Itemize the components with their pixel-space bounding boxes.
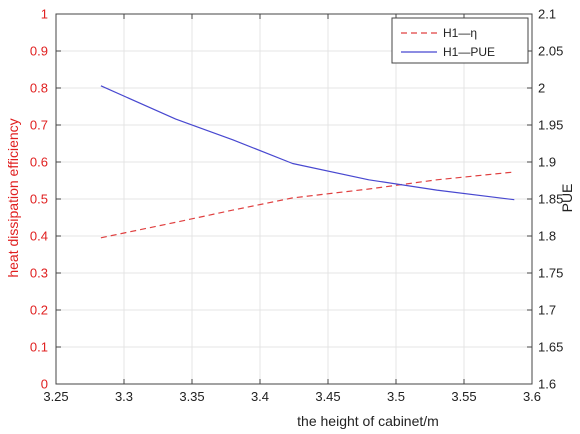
y-left-tick-label: 0.9	[30, 44, 48, 59]
y-right-tick-label: 1.75	[538, 266, 563, 281]
y-right-tick-label: 1.65	[538, 340, 563, 355]
x-tick-label: 3.25	[43, 389, 68, 404]
series-line-pue	[100, 85, 515, 201]
legend: H1—η H1—PUE	[391, 17, 529, 64]
y-right-axis-ticks: 1.6 1.65 1.7 1.75 1.8 1.85 1.9 1.95 2 2.05 2.1	[527, 7, 563, 392]
y-left-tick-label: 0.7	[30, 118, 48, 133]
legend-label-eta: H1—η	[443, 26, 477, 40]
x-tick-label: 3.45	[315, 389, 340, 404]
y-left-tick-label: 0.1	[30, 340, 48, 355]
x-tick-label: 3.4	[251, 389, 269, 404]
series-line-eta	[100, 171, 515, 239]
y-right-tick-label: 1.7	[538, 303, 556, 318]
y-left-tick-label: 0.8	[30, 81, 48, 96]
y-right-tick-label: 2.05	[538, 44, 563, 59]
x-tick-label: 3.55	[451, 389, 476, 404]
y-left-tick-label: 0.3	[30, 266, 48, 281]
y-right-tick-label: 2	[538, 81, 545, 96]
x-tick-label: 3.5	[387, 389, 405, 404]
x-axis-ticks: 3.25 3.3 3.35 3.4 3.45 3.5 3.55 3.6	[43, 14, 541, 404]
plot-series	[100, 85, 515, 239]
x-tick-label: 3.35	[179, 389, 204, 404]
y-left-tick-label: 0.6	[30, 155, 48, 170]
x-tick-label: 3.6	[523, 389, 541, 404]
grid-lines	[55, 13, 533, 385]
y-left-tick-label: 0	[41, 377, 48, 392]
x-tick-label: 3.3	[115, 389, 133, 404]
y-right-tick-label: 1.9	[538, 155, 556, 170]
y-right-tick-label: 1.8	[538, 229, 556, 244]
y-left-tick-label: 0.2	[30, 303, 48, 318]
y-right-tick-label: 1.6	[538, 377, 556, 392]
y-left-tick-label: 0.5	[30, 192, 48, 207]
y-left-axis-title: heat dissipation efficiency	[5, 118, 21, 277]
y-right-tick-label: 1.85	[538, 192, 563, 207]
y-left-axis-ticks: 0 0.1 0.2 0.3 0.4 0.5 0.6 0.7 0.8 0.9 1	[30, 7, 61, 392]
x-axis-title: the height of cabinet/m	[297, 413, 439, 429]
legend-box	[391, 17, 529, 64]
legend-label-pue: H1—PUE	[443, 45, 495, 59]
y-right-axis-title: PUE	[559, 184, 575, 213]
y-right-tick-label: 2.1	[538, 7, 556, 22]
y-left-tick-label: 0.4	[30, 229, 48, 244]
y-right-tick-label: 1.95	[538, 118, 563, 133]
y-left-tick-label: 1	[41, 7, 48, 22]
